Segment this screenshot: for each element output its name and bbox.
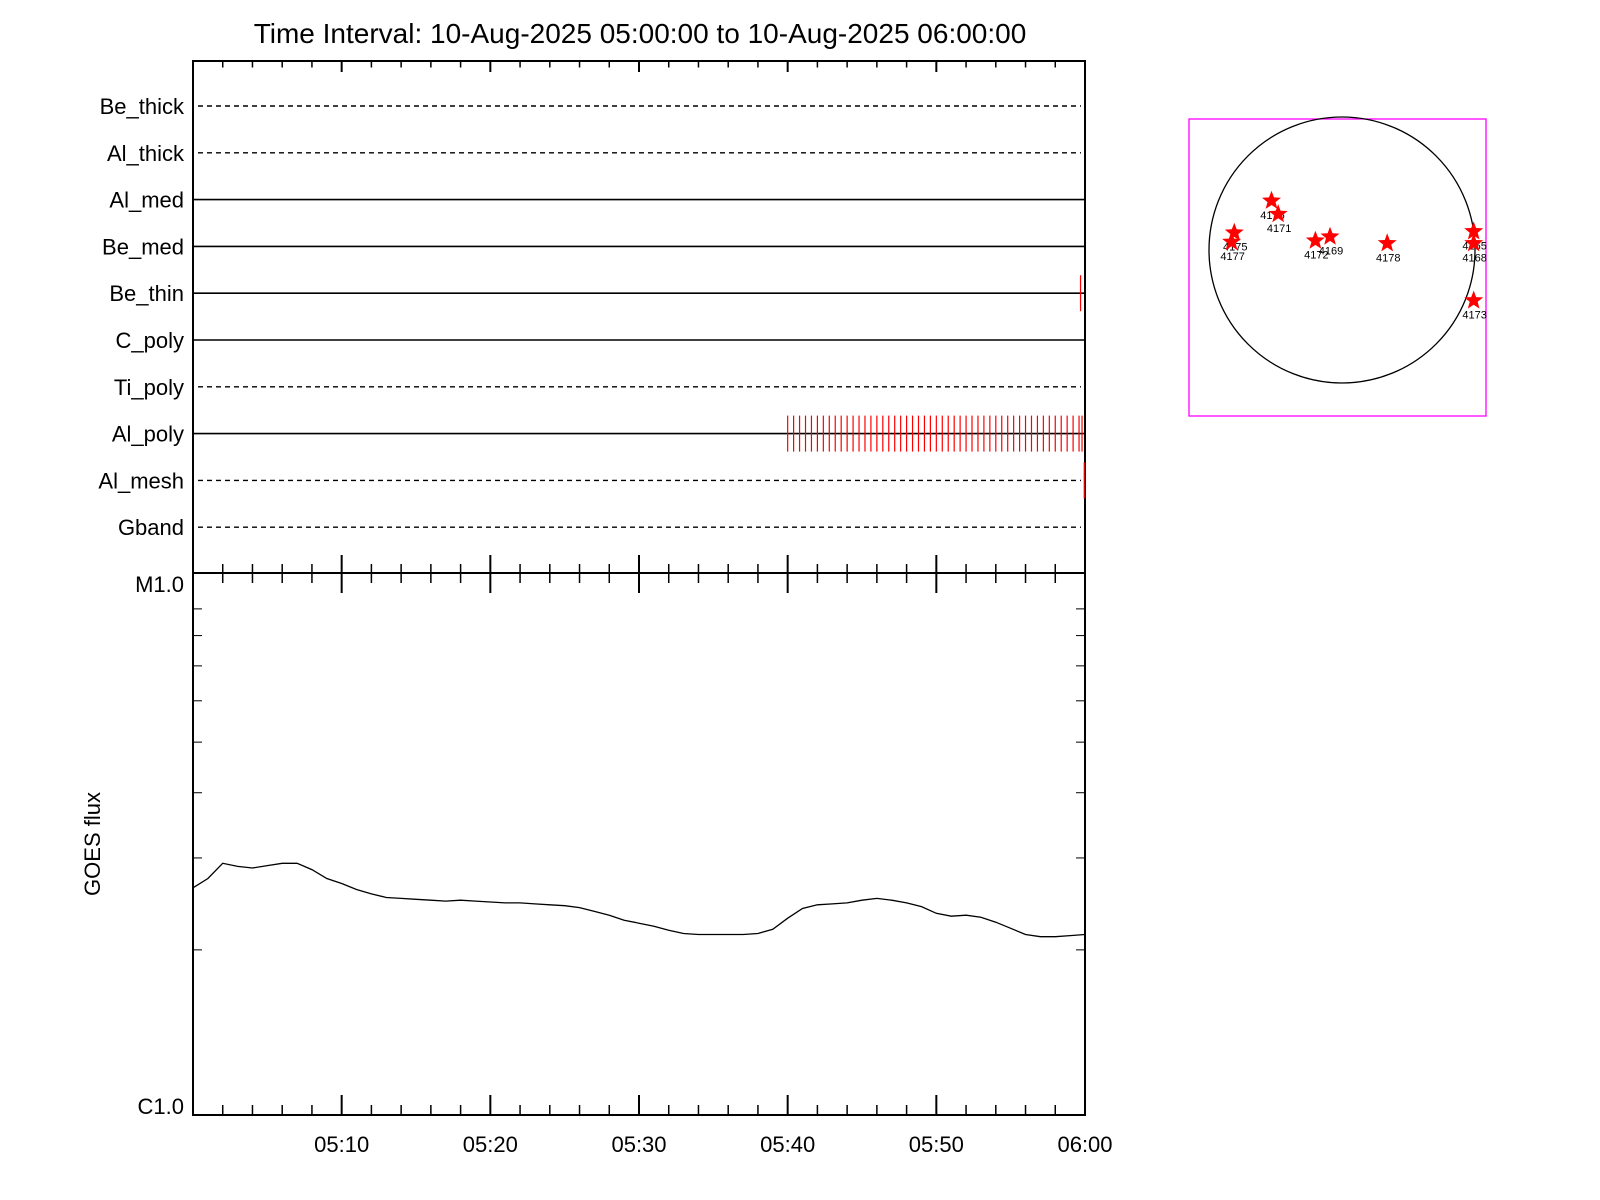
active-region-label: 4177 [1220, 251, 1244, 263]
x-tick-labels: 05:10 05:20 05:30 05:40 05:50 06:00 [314, 1132, 1112, 1157]
active-region-star [1305, 230, 1325, 249]
timeline-row-label: Al_poly [112, 422, 184, 447]
timeline-row-label: Be_med [102, 234, 184, 259]
timeline-row: Ti_poly [114, 375, 1081, 400]
y-tick-label-bottom: C1.0 [138, 1094, 184, 1119]
active-region-label: 4173 [1462, 310, 1486, 322]
active-region-label: 4172 [1304, 250, 1328, 262]
active-region-star [1377, 233, 1397, 252]
goes-flux-line [192, 862, 1086, 938]
active-region-star [1464, 290, 1484, 309]
timeline-row: Gband [118, 515, 1081, 540]
timeline-ticks [221, 61, 1057, 573]
x-tick-label: 05:10 [314, 1132, 369, 1157]
active-region-label: 4169 [1319, 246, 1343, 258]
active-region-star [1222, 232, 1242, 251]
timeline-row: Al_med [109, 188, 1085, 213]
timeline-panel: Be_thick Al_thick Al_med Be_med Be_thin C_pol… [98, 60, 1086, 574]
active-region: 4178 [1376, 233, 1400, 264]
x-tick-label: 06:00 [1057, 1132, 1112, 1157]
disk-frame [1188, 118, 1487, 417]
active-region-label: 4168 [1462, 252, 1486, 264]
x-tick-label: 05:50 [909, 1132, 964, 1157]
goes-frame [192, 572, 1086, 1116]
active-region-star [1262, 190, 1281, 209]
active-region-star [1320, 226, 1340, 245]
active-region-label: 4171 [1267, 223, 1291, 235]
timeline-row: Al_poly [112, 415, 1085, 452]
y-tick-label-top: M1.0 [135, 572, 184, 597]
x-tick-label: 05:20 [463, 1132, 518, 1157]
timeline-row: Al_mesh [98, 462, 1085, 499]
x-tick-label: 05:30 [611, 1132, 666, 1157]
active-region-markers: 4176417141754177417241694178416541684173 [1220, 190, 1487, 322]
timeline-rows: Be_thick Al_thick Al_med Be_med Be_thin C_pol… [98, 94, 1085, 540]
active-region: 4171 [1267, 204, 1291, 235]
timeline-row-label: Ti_poly [114, 375, 184, 400]
timeline-row: C_poly [116, 328, 1085, 353]
active-region-star [1224, 222, 1244, 241]
active-region: 4169 [1319, 226, 1343, 258]
x-tick-label: 05:40 [760, 1132, 815, 1157]
active-region-star [1268, 204, 1288, 223]
timeline-row: Be_thin [109, 275, 1085, 312]
active-region: 4168 [1462, 233, 1487, 264]
solar-limb [1208, 116, 1476, 384]
timeline-row-label: Al_med [109, 188, 184, 213]
timeline-row: Be_thick [100, 94, 1081, 119]
active-region-star [1464, 221, 1484, 240]
timeline-row-label: Be_thin [109, 281, 184, 306]
active-region: 4173 [1462, 290, 1487, 322]
active-region: 4172 [1304, 230, 1329, 262]
timeline-row-label: Al_thick [107, 141, 185, 166]
timeline-row: Be_med [102, 234, 1085, 259]
goes-panel: M1.0 C1.0 GOES flux 05:10 05:20 05:30 05:40… [80, 572, 1113, 1157]
timeline-row-label: Be_thick [100, 94, 185, 119]
timeline-row-label: Al_mesh [98, 468, 184, 493]
timeline-frame [192, 60, 1086, 574]
y-axis-label: GOES flux [80, 792, 105, 896]
timeline-row: Al_thick [107, 141, 1081, 166]
solar-disk-panel: 4176417141754177417241694178416541684173 [1188, 116, 1487, 417]
active-region: 4177 [1220, 232, 1245, 263]
active-region-star [1464, 233, 1484, 252]
timeline-row-label: C_poly [116, 328, 184, 353]
active-region-label: 4178 [1376, 252, 1400, 264]
timeline-row-label: Gband [118, 515, 184, 540]
chart-title: Time Interval: 10-Aug-2025 05:00:00 to 1… [254, 18, 1027, 49]
goes-ticks [193, 573, 1085, 1115]
